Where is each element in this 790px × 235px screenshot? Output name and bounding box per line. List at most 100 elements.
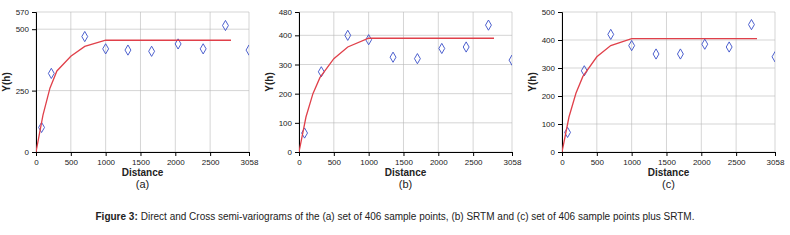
x-tick-mark xyxy=(666,152,667,156)
x-tick: 1500 xyxy=(132,152,150,167)
x-tick-label: 2500 xyxy=(728,158,746,167)
x-grid-line xyxy=(403,12,404,152)
y-tick-label: 400 xyxy=(542,36,556,45)
sample-point xyxy=(125,45,131,55)
x-tick: 2500 xyxy=(728,152,746,167)
x-tick-mark xyxy=(473,152,474,156)
x-tick-mark xyxy=(175,152,176,156)
sample-point xyxy=(414,54,420,64)
y-grid-line xyxy=(299,64,512,65)
grid xyxy=(36,12,249,152)
y-tick-label: 100 xyxy=(279,119,293,128)
sample-point xyxy=(772,52,775,62)
x-tick-label: 2500 xyxy=(202,158,220,167)
y-grid-line xyxy=(36,90,249,91)
chart-panel: 0500100015002000250030580100200300400500… xyxy=(527,8,785,190)
y-tick: 200 xyxy=(279,90,299,99)
y-tick-label: 500 xyxy=(16,25,30,34)
y-tick: 570 xyxy=(16,8,36,17)
y-tick: 0 xyxy=(288,148,299,157)
y-tick-mark xyxy=(32,12,36,13)
x-tick-label: 0 xyxy=(34,158,39,167)
x-tick-label: 2500 xyxy=(465,158,483,167)
x-tick-mark xyxy=(403,152,404,156)
x-grid-line xyxy=(701,12,702,152)
y-axis: 0100200300400500 xyxy=(542,8,563,157)
x-tick-label: 1500 xyxy=(658,158,676,167)
y-tick-label: 300 xyxy=(279,61,293,70)
y-grid-line xyxy=(562,40,775,41)
x-tick: 1000 xyxy=(623,152,641,167)
x-grid-line xyxy=(631,12,632,152)
y-tick: 500 xyxy=(542,8,562,17)
y-tick-label: 400 xyxy=(279,31,293,40)
y-grid-line xyxy=(562,96,775,97)
y-grid-line xyxy=(299,35,512,36)
sample-point xyxy=(629,41,635,51)
x-tick-label: 1500 xyxy=(395,158,413,167)
x-tick-mark xyxy=(632,152,633,156)
x-tick-label: 500 xyxy=(65,158,79,167)
y-tick-label: 0 xyxy=(288,148,293,157)
y-tick-mark xyxy=(32,91,36,92)
x-tick-label: 3058 xyxy=(241,158,259,167)
sample-point xyxy=(103,44,109,54)
x-tick-label: 500 xyxy=(591,158,605,167)
x-tick-label: 1000 xyxy=(97,158,115,167)
x-grid-line xyxy=(333,12,334,152)
sample-point xyxy=(726,42,732,52)
y-axis-line xyxy=(558,13,563,153)
y-tick-mark xyxy=(295,94,299,95)
x-grid-line xyxy=(175,12,176,152)
y-tick: 480 xyxy=(279,8,299,17)
model-line xyxy=(562,39,757,152)
panel-label: (a) xyxy=(136,178,149,190)
y-tick-mark xyxy=(558,12,562,13)
x-tick: 2000 xyxy=(693,152,711,167)
sample-point xyxy=(48,68,54,78)
x-tick: 500 xyxy=(591,152,605,167)
y-axis-title: Y(h) xyxy=(527,72,538,91)
x-tick-label: 1000 xyxy=(360,158,378,167)
y-tick-mark xyxy=(32,29,36,30)
model-line xyxy=(36,40,231,152)
y-tick-label: 250 xyxy=(16,87,30,96)
x-grid-line xyxy=(596,12,597,152)
caption: Figure 3:Direct and Cross semi-variogram… xyxy=(96,211,695,222)
y-tick: 0 xyxy=(25,148,36,157)
sample-point xyxy=(702,39,708,49)
chart-panel: 0500100015002000250030580250500570Y(h)Di… xyxy=(1,8,259,190)
x-tick-mark xyxy=(597,152,598,156)
x-tick: 3058 xyxy=(504,152,522,167)
x-grid-line xyxy=(249,12,250,152)
x-tick-label: 2000 xyxy=(167,158,185,167)
x-grid-line xyxy=(512,12,513,152)
plot-marks xyxy=(562,20,775,152)
x-tick-label: 500 xyxy=(328,158,342,167)
y-tick-label: 0 xyxy=(551,148,556,157)
x-tick-mark xyxy=(106,152,107,156)
x-tick: 1500 xyxy=(658,152,676,167)
x-tick-label: 0 xyxy=(560,158,565,167)
x-axis-title: Distance xyxy=(122,167,164,178)
y-grid-line xyxy=(36,29,249,30)
x-tick-label: 2000 xyxy=(430,158,448,167)
x-tick-mark xyxy=(775,152,776,156)
y-tick: 200 xyxy=(542,92,562,101)
caption-label: Figure 3: xyxy=(96,211,138,222)
y-grid-line xyxy=(36,12,249,13)
y-tick-label: 200 xyxy=(279,90,293,99)
y-grid-line xyxy=(562,12,775,13)
x-tick-mark xyxy=(438,152,439,156)
y-grid-line xyxy=(562,68,775,69)
x-tick-mark xyxy=(249,152,250,156)
sample-point xyxy=(439,43,445,53)
y-tick-mark xyxy=(558,68,562,69)
caption-text: Direct and Cross semi-variograms of the … xyxy=(141,211,695,222)
x-tick: 500 xyxy=(328,152,342,167)
x-grid-line xyxy=(368,12,369,152)
x-grid-line xyxy=(438,12,439,152)
model-line xyxy=(299,38,494,152)
x-axis: 0 500 1000 1500 2000 2500 3058 xyxy=(34,152,259,167)
sample-point xyxy=(223,20,229,30)
